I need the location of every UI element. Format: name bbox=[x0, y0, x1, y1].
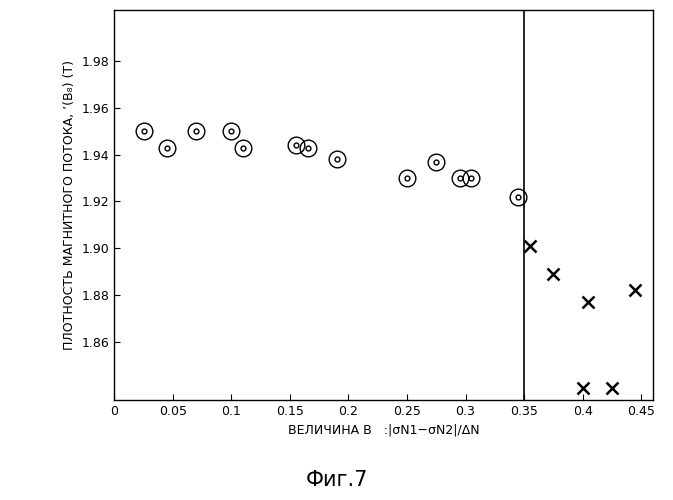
Y-axis label: ПЛОТНОСТЬ МАГНИТНОГО ПОТОКА, ’(B₈) (Т): ПЛОТНОСТЬ МАГНИТНОГО ПОТОКА, ’(B₈) (Т) bbox=[63, 60, 76, 350]
Text: Фиг.7: Фиг.7 bbox=[306, 470, 367, 490]
X-axis label: ВЕЛИЧИНА В   :|σN1−σN2|/ΔN: ВЕЛИЧИНА В :|σN1−σN2|/ΔN bbox=[288, 424, 479, 436]
